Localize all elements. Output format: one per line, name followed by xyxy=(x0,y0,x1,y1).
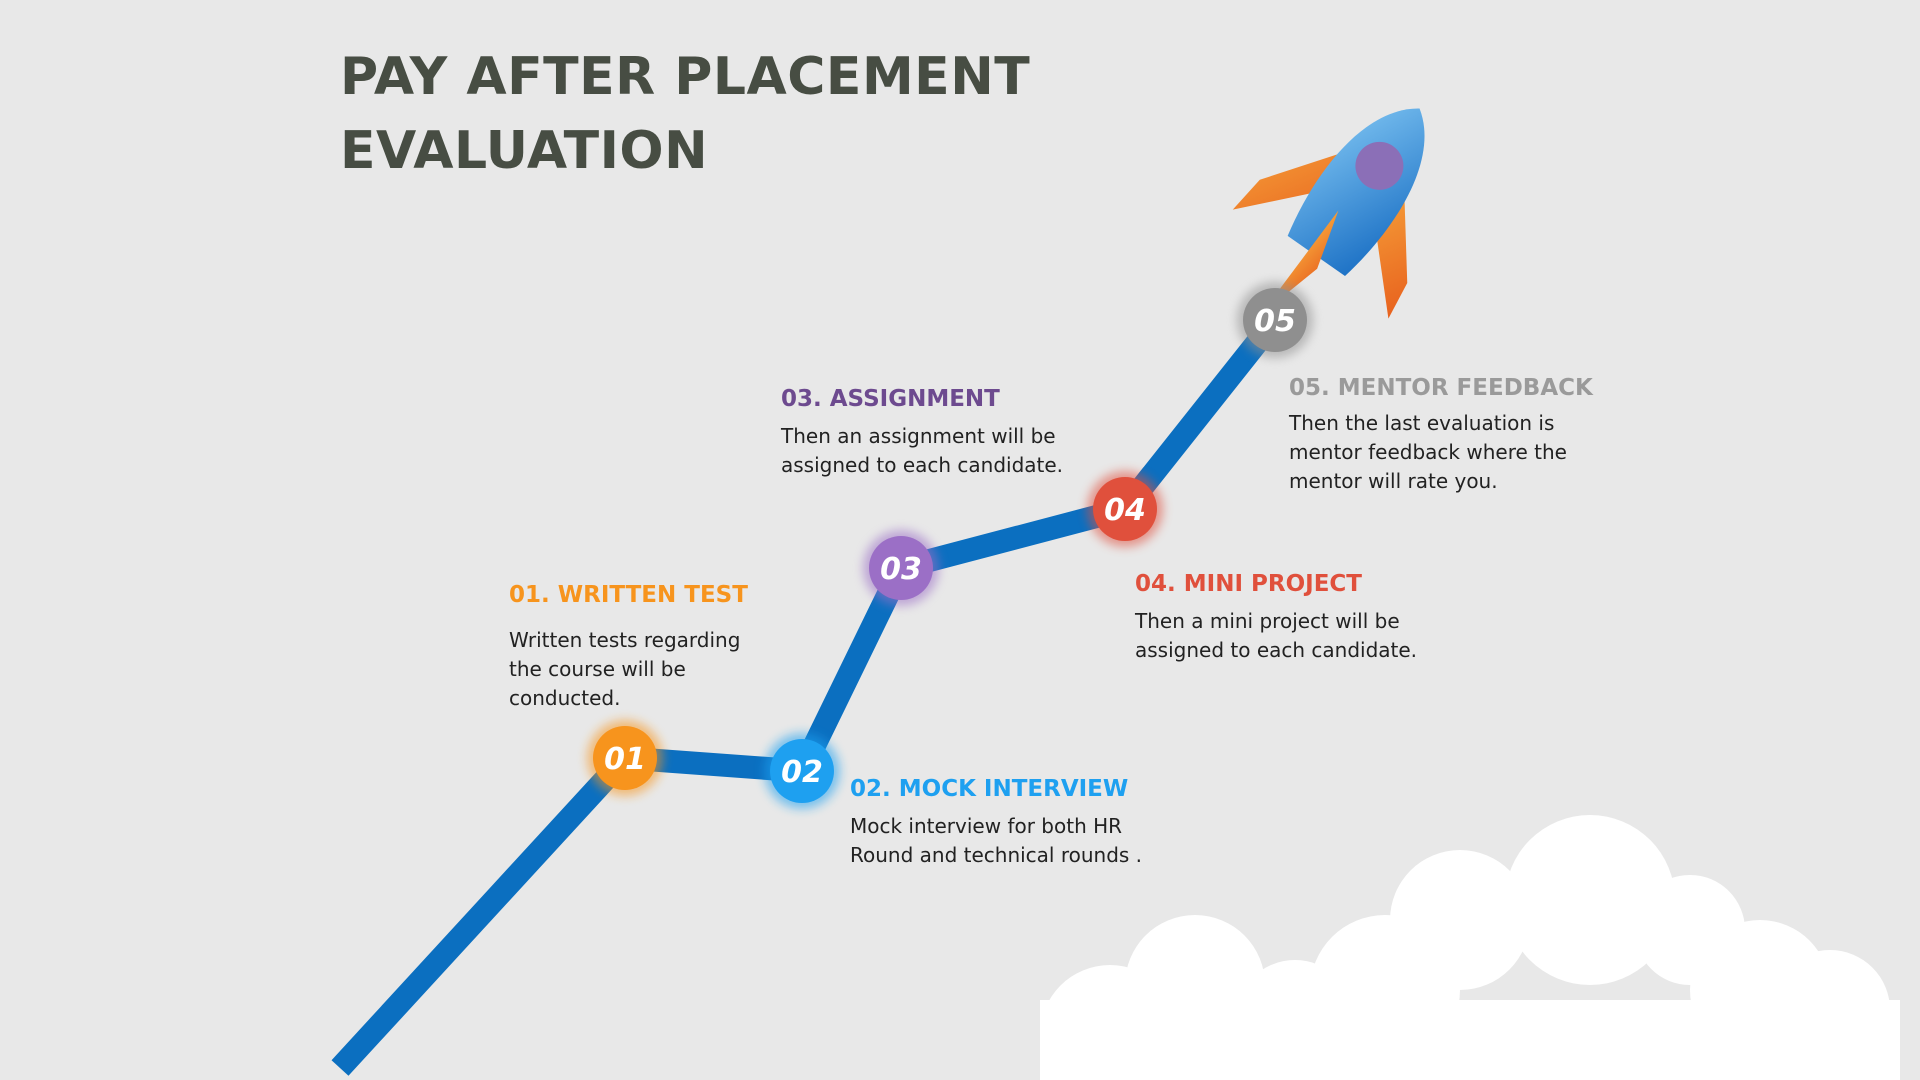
step-node-03: 03 xyxy=(863,530,939,606)
step-node-04: 04 xyxy=(1087,471,1163,547)
step-title: 01. WRITTEN TEST xyxy=(509,582,748,608)
node-circle xyxy=(770,739,834,803)
step-desc: Then an assignment will be assigned to ea… xyxy=(781,424,1064,477)
step-node-05: 05 xyxy=(1237,282,1313,358)
cloud-icon xyxy=(1040,815,1900,1080)
step-5: 05. MENTOR FEEDBACK Then the last evalua… xyxy=(1289,375,1593,496)
step-title: 04. MINI PROJECT xyxy=(1135,571,1362,597)
step-desc: Then the last evaluation is mentor feedba… xyxy=(1289,411,1567,493)
step-node-01: 01 xyxy=(587,720,663,796)
node-number: 03 xyxy=(880,552,922,587)
timeline-path xyxy=(331,312,1285,1076)
node-circle xyxy=(1093,477,1157,541)
page-title: PAY AFTER PLACEMENT EVALUATION xyxy=(340,40,1030,188)
node-circle xyxy=(593,726,657,790)
node-number: 04 xyxy=(1104,493,1146,528)
node-circle xyxy=(869,536,933,600)
node-circle xyxy=(1243,288,1307,352)
step-desc: Mock interview for both HR Round and tech… xyxy=(850,814,1143,867)
title-line-1: PAY AFTER PLACEMENT xyxy=(340,47,1031,107)
step-2: 02. MOCK INTERVIEW Mock interview for bo… xyxy=(850,776,1142,870)
step-title: 02. MOCK INTERVIEW xyxy=(850,776,1129,802)
title-line-2: EVALUATION xyxy=(340,121,709,181)
step-title: 03. ASSIGNMENT xyxy=(781,386,1000,412)
step-title: 05. MENTOR FEEDBACK xyxy=(1289,375,1593,401)
step-1: 01. WRITTEN TEST Written tests regarding… xyxy=(509,582,748,713)
rocket-fin-left xyxy=(1232,148,1355,210)
step-desc: Then a mini project will be assigned to e… xyxy=(1135,609,1418,662)
node-number: 02 xyxy=(781,755,823,790)
step-4: 04. MINI PROJECT Then a mini project wil… xyxy=(1135,571,1417,665)
node-number: 01 xyxy=(604,742,646,777)
step-desc: Written tests regarding the course will b… xyxy=(509,628,741,710)
step-node-02: 02 xyxy=(764,733,840,809)
step-3: 03. ASSIGNMENT Then an assignment will b… xyxy=(781,386,1063,480)
node-number: 05 xyxy=(1254,304,1296,339)
